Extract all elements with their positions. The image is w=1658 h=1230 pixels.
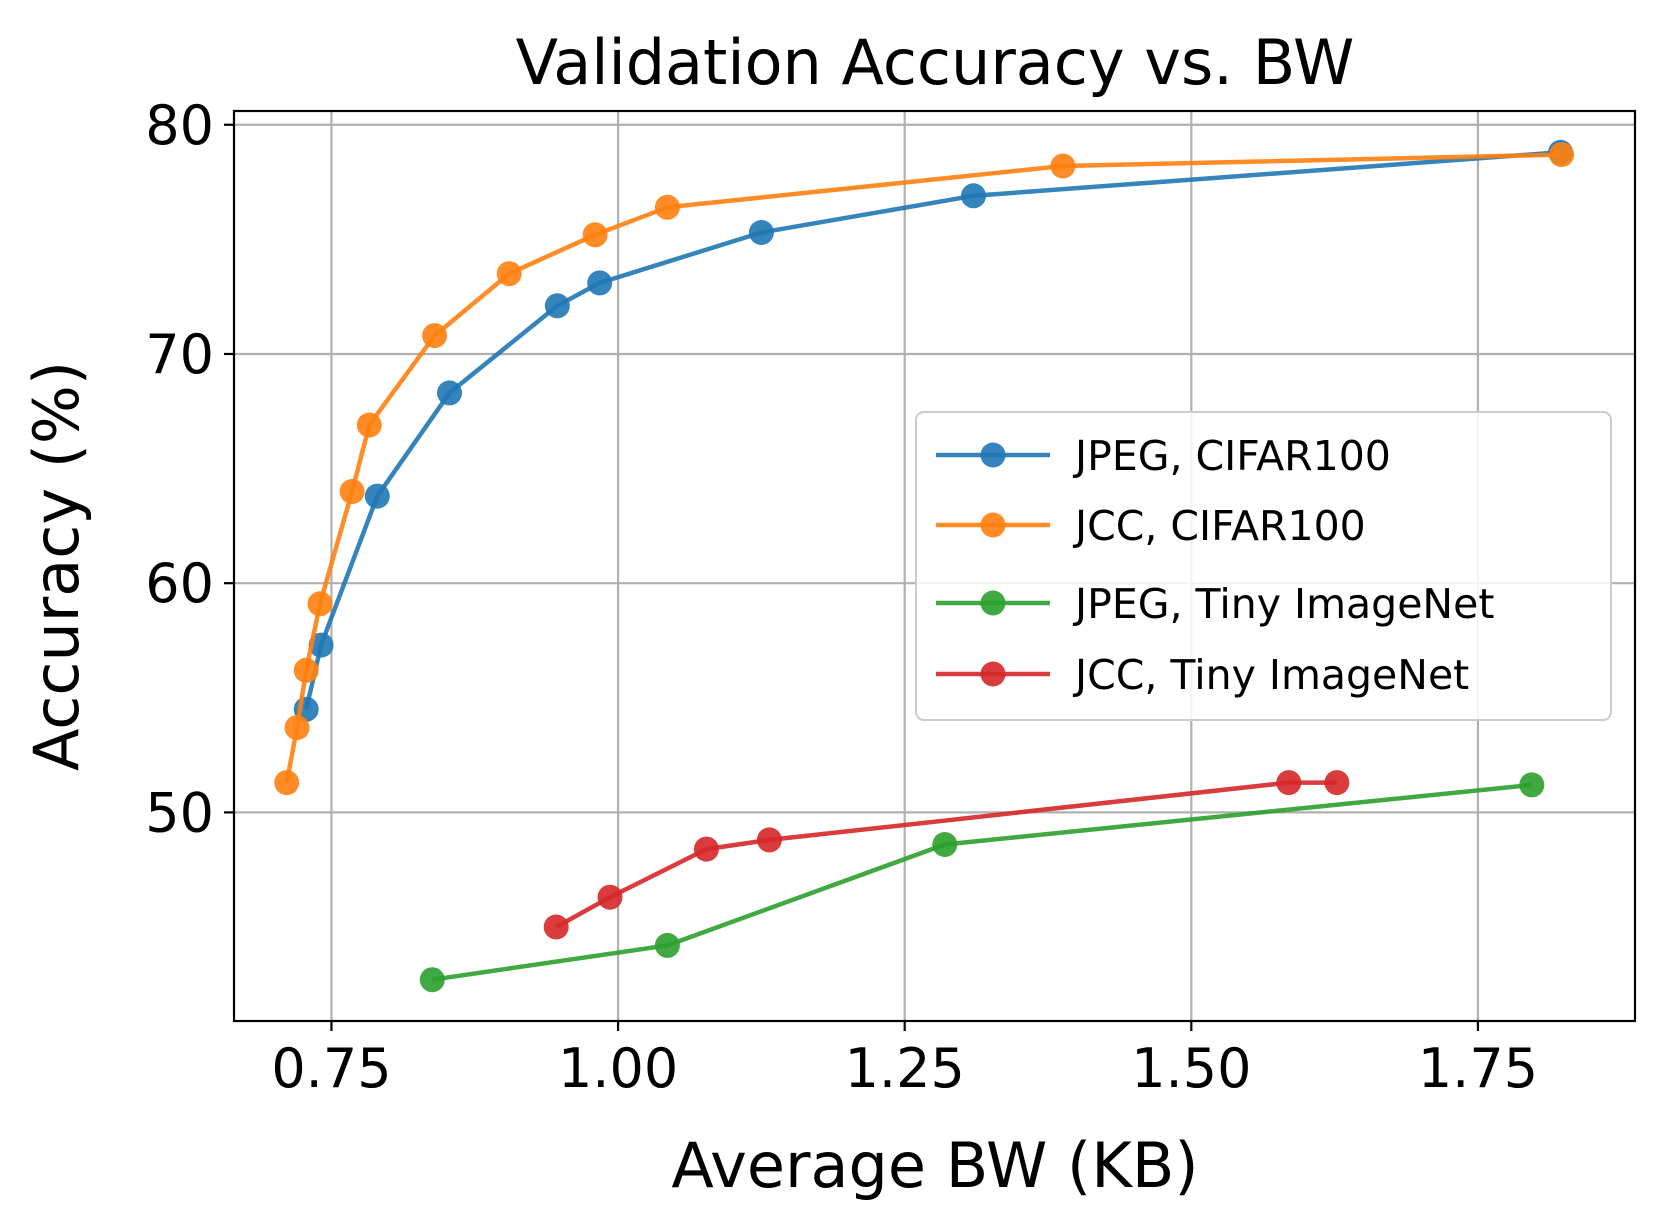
x-tick-label: 0.75	[271, 1037, 391, 1100]
y-axis-label: Accuracy (%)	[20, 361, 93, 771]
data-point	[293, 657, 319, 683]
data-point	[587, 270, 613, 296]
plot-frame	[232, 109, 1637, 1023]
data-point	[543, 914, 569, 940]
series-line	[431, 782, 1533, 982]
series-layer	[274, 139, 1575, 993]
data-point	[597, 884, 623, 910]
data-point	[364, 483, 390, 509]
legend-label: JPEG, Tiny ImageNet	[1072, 580, 1494, 628]
data-point	[496, 261, 522, 287]
data-point	[961, 183, 986, 209]
data-point	[356, 412, 382, 438]
data-point	[284, 715, 310, 741]
data-point	[693, 836, 719, 862]
legend-marker	[980, 590, 1006, 616]
legend-label: JPEG, CIFAR100	[1072, 432, 1391, 480]
chart-title: Validation Accuracy vs. BW	[516, 26, 1355, 99]
data-point	[307, 591, 333, 617]
data-point	[756, 827, 782, 853]
data-point	[1549, 142, 1575, 168]
y-tick-label: 60	[145, 552, 214, 615]
legend-box	[915, 411, 1612, 721]
data-point	[339, 479, 365, 504]
series-2	[274, 142, 1575, 796]
legend-marker	[980, 442, 1006, 468]
data-point	[437, 380, 462, 406]
x-tick-label: 1.75	[1418, 1037, 1538, 1100]
y-tick-label: 50	[145, 781, 214, 844]
y-tick-label: 80	[145, 94, 214, 157]
data-point	[1324, 770, 1350, 796]
data-point	[544, 293, 570, 319]
legend-entry: JCC, Tiny ImageNet	[936, 651, 1469, 699]
data-point	[274, 770, 300, 796]
legend-entry: JPEG, CIFAR100	[936, 432, 1391, 480]
legend-marker	[980, 512, 1006, 538]
data-point	[1050, 153, 1076, 179]
data-point	[419, 967, 445, 993]
legend-entry: JCC, CIFAR100	[936, 502, 1366, 550]
legend-label: JCC, Tiny ImageNet	[1072, 651, 1469, 699]
legend-entry: JPEG, Tiny ImageNet	[936, 580, 1494, 628]
x-tick-label: 1.25	[845, 1037, 965, 1100]
data-point	[748, 220, 774, 245]
x-tick-label: 1.00	[558, 1037, 678, 1100]
x-axis-label: Average BW (KB)	[671, 1129, 1198, 1202]
y-tick-label: 70	[145, 323, 214, 386]
data-point	[654, 932, 680, 958]
series-4	[543, 770, 1350, 940]
data-point	[1519, 772, 1545, 798]
data-point	[654, 194, 680, 220]
x-tick-label: 1.50	[1131, 1037, 1251, 1100]
data-point	[582, 222, 608, 248]
legend: JPEG, CIFAR100 JCC, CIFAR100 JPEG, Tiny Im…	[915, 411, 1612, 721]
series-3	[419, 772, 1545, 993]
axis-ticks: 0.75 1.00 1.25 1.50 1.75 50 60 70 80	[145, 94, 1538, 1100]
legend-marker	[980, 661, 1006, 687]
legend-label: JCC, CIFAR100	[1072, 502, 1366, 550]
data-point	[422, 323, 448, 349]
data-point	[932, 832, 958, 857]
data-point	[1276, 770, 1302, 796]
